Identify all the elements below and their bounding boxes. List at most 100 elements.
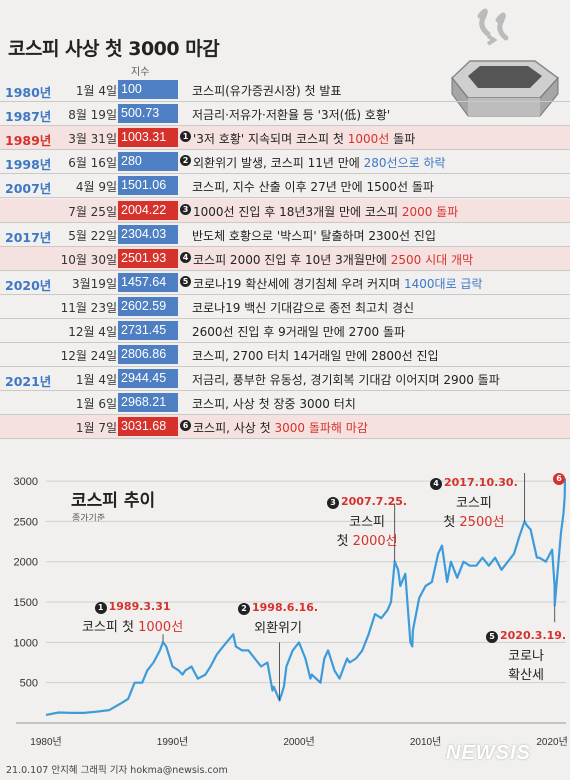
milestone-row: 10월 30일 2501.93 4 코스피 2000 진입 후 10년 3개월만에 2… [0, 246, 570, 271]
x-tick-label: 2010년 [410, 736, 441, 748]
row-index-value: 100 [118, 80, 178, 99]
row-number-badge: 2 [180, 155, 191, 167]
page-title: 코스피 사상 첫 3000 마감 [8, 38, 220, 60]
row-index-value: 2944.45 [118, 369, 178, 389]
row-description: 저금리, 풍부한 유동성, 경기회복 기대감 이어지며 2900 돌파 [192, 373, 500, 388]
row-date: 12월 24일 [60, 349, 117, 364]
row-description: 반도체 호황으로 '박스피' 탈출하며 2300선 진입 [192, 228, 436, 243]
row-number-badge: 6 [180, 420, 191, 432]
milestone-row: 1월 6일 2968.21 코스피, 사상 첫 장중 3000 터치 [0, 391, 570, 416]
row-number-badge: 1 [180, 131, 191, 143]
milestone-row: 1980년 1월 4일 100 코스피(유가증권시장) 첫 발표 [0, 78, 570, 102]
row-date: 8월 19일 [68, 108, 117, 123]
row-index-value: 1501.06 [118, 176, 178, 196]
y-tick-label: 2000 [14, 557, 38, 569]
row-year: 2017년 [5, 229, 52, 245]
row-description: 코스피, 사상 첫 3000 돌파해 마감 [193, 421, 368, 436]
row-date: 6월 16일 [68, 156, 117, 171]
row-index-value: 2304.03 [118, 224, 178, 244]
chart-annotation: 2 1998.6.16. 외환위기 [238, 601, 318, 636]
row-year: 2007년 [5, 181, 52, 197]
row-description: '3저 호황' 지속되며 코스피 첫 1000선 돌파 [193, 132, 416, 147]
row-description: 외환위기 발생, 코스피 11년 만에 280선으로 하락 [193, 156, 446, 171]
row-index-value: 280 [118, 152, 178, 172]
y-tick-label: 500 [20, 678, 38, 690]
annotation-number-badge: 2 [238, 603, 250, 615]
y-tick-label: 1500 [14, 597, 38, 609]
annotation-number-badge: 1 [94, 602, 107, 614]
milestone-row: 11월 23일 2602.59 코로나19 백신 기대감으로 종전 최고치 경신 [0, 295, 570, 319]
annotation-number-badge: 5 [486, 631, 498, 643]
annotation-number-badge: 4 [430, 478, 442, 490]
melting-pot-icon [450, 8, 560, 117]
milestone-row: 7월 25일 2004.22 3 1000선 진입 후 18년3개월 만에 코스피 2… [0, 198, 570, 223]
row-date: 1월 6일 [75, 397, 117, 412]
row-date: 5월 22일 [68, 228, 117, 243]
row-highlight: 2000 돌파 [401, 204, 459, 219]
row-highlight: 1000선 [347, 132, 390, 147]
milestone-row: 1987년 8월 19일 500.73 저금리·저유가·저환율 등 '3저(低) 호황… [0, 102, 570, 127]
row-date: 3월 31일 [68, 132, 117, 147]
chart-title: 코스피 추이 [71, 491, 156, 511]
row-description: 코스피, 사상 첫 장중 3000 터치 [192, 397, 356, 412]
chart-annotation: 4 2017.10.30. 코스피 첫 2500선 [430, 476, 518, 530]
row-year: 1987년 [5, 109, 52, 125]
x-tick-label: 1990년 [157, 736, 188, 748]
row-description: 코스피, 2700 터치 14거래일 만에 2800선 진입 [192, 349, 439, 364]
chart-annotation: 5 2020.3.19. 코로나 확산세 [486, 629, 566, 683]
row-highlight: 2500 시대 개막 [390, 252, 474, 267]
row-index-value: 2806.86 [118, 345, 178, 365]
row-description: 코스피 2000 진입 후 10년 3개월만에 2500 시대 개막 [193, 252, 474, 267]
row-index-value: 1003.31 [118, 128, 178, 148]
milestone-row: 2021년 1월 4일 2944.45 저금리, 풍부한 유동성, 경기회복 기대감 … [0, 367, 570, 392]
row-year: 2021년 [5, 374, 52, 390]
row-number-badge: 4 [180, 251, 191, 263]
row-number-badge: 3 [180, 203, 191, 215]
row-index-value: 2004.22 [118, 200, 178, 220]
row-index-value: 2501.93 [118, 248, 178, 268]
row-description: 코로나19 백신 기대감으로 종전 최고치 경신 [192, 300, 415, 315]
column-header-index: 지수 [131, 67, 150, 78]
x-tick-label: 2000년 [283, 736, 314, 748]
row-description: 저금리·저유가·저환율 등 '3저(低) 호황' [192, 108, 391, 123]
y-tick-label: 2500 [14, 516, 38, 528]
row-date: 4월 9일 [75, 180, 117, 195]
milestone-row: 1998년 6월 16일 280 2 외환위기 발생, 코스피 11년 만에 280선으… [0, 150, 570, 175]
row-index-value: 500.73 [118, 104, 178, 124]
milestone-row: 2007년 4월 9일 1501.06 코스피, 지수 산출 이후 27년 만에 15… [0, 174, 570, 199]
chart-subtitle: 종가기준 [72, 514, 106, 524]
row-description: 코스피(유가증권시장) 첫 발표 [192, 84, 342, 98]
row-date: 12월 4일 [68, 325, 117, 339]
row-highlight: 1400대로 급락 [403, 276, 483, 291]
row-index-value: 2968.21 [118, 393, 178, 413]
row-highlight: 280선으로 하락 [363, 156, 446, 171]
row-highlight: 3000 돌파해 마감 [274, 421, 368, 436]
row-date: 10월 30일 [60, 252, 117, 267]
x-tick-label: 1980년 [30, 736, 61, 748]
kospi-line-chart: 500 1000 1500 2000 2500 3000 1980년 1990년 2000년 20… [14, 473, 568, 748]
milestone-row: 12월 4일 2731.45 2600선 진입 후 9거래일 만에 2700 돌파 [0, 319, 570, 343]
row-year: 1989년 [5, 133, 52, 149]
row-date: 1월 7일 [75, 421, 117, 436]
chart-annotation: 1 1989.3.31 코스피 첫 1000선 [82, 600, 184, 635]
row-description: 2600선 진입 후 9거래일 만에 2700 돌파 [192, 325, 406, 339]
row-year: 1998년 [5, 157, 52, 173]
row-description: 코로나19 확산세에 경기침체 우려 커지며 1400대로 급락 [193, 276, 483, 291]
y-tick-label: 3000 [14, 476, 38, 488]
milestone-row: 2020년 3월19일 1457.64 5 코로나19 확산세에 경기침체 우려 커지며… [0, 271, 570, 295]
chart-annotation: 6 [553, 471, 567, 485]
row-date: 1월 4일 [75, 373, 117, 388]
row-number-badge: 5 [180, 275, 191, 287]
row-description: 코스피, 지수 산출 이후 27년 만에 1500선 돌파 [192, 180, 434, 195]
row-index-value: 2731.45 [118, 321, 178, 340]
milestone-row: 1월 7일 3031.68 6 코스피, 사상 첫 3000 돌파해 마감 [0, 415, 570, 440]
y-tick-label: 1000 [14, 637, 38, 649]
milestone-row: 12월 24일 2806.86 코스피, 2700 터치 14거래일 만에 2800… [0, 343, 570, 368]
row-index-value: 3031.68 [118, 417, 178, 437]
chart-annotation: 3 2007.7.25. 코스피 첫 2000선 [327, 495, 407, 549]
row-index-value: 2602.59 [118, 296, 178, 316]
milestone-row: 2017년 5월 22일 2304.03 반도체 호황으로 '박스피' 탈출하며 23… [0, 223, 570, 247]
row-date: 1월 4일 [75, 84, 117, 98]
row-index-value: 1457.64 [118, 272, 178, 292]
annotation-number-badge: 6 [553, 473, 565, 485]
